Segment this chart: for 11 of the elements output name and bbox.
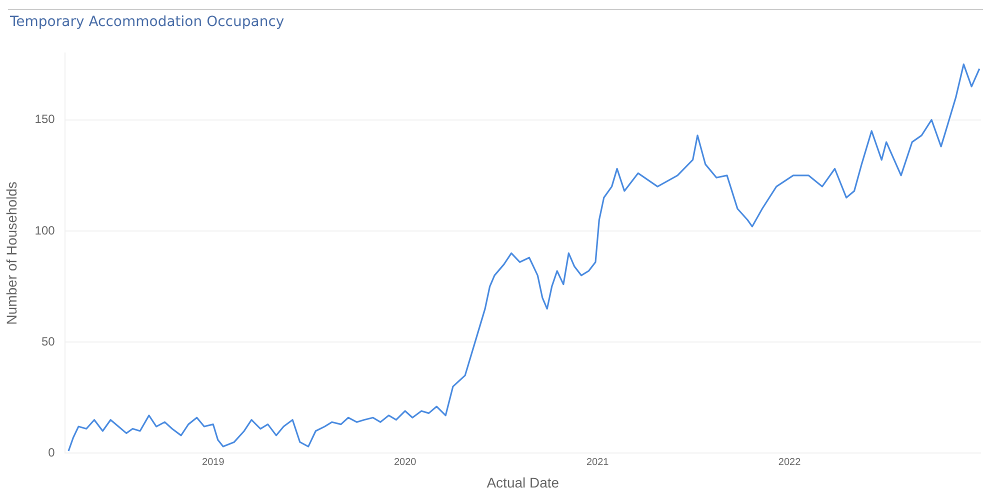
chart-title: Temporary Accommodation Occupancy	[10, 14, 284, 30]
y-axis-title: Number of Households	[3, 182, 20, 325]
y-tick-label: 50	[41, 334, 56, 348]
x-tick-label: 2020	[394, 456, 417, 468]
x-tick-label: 2019	[202, 456, 225, 468]
y-tick-label: 100	[34, 223, 56, 238]
y-tick-label: 0	[48, 446, 56, 460]
x-tick-label: 2021	[586, 456, 610, 468]
x-axis-title: Actual Date	[486, 474, 560, 490]
x-tick-label: 2022	[778, 456, 802, 468]
y-tick-label: 150	[34, 112, 56, 126]
